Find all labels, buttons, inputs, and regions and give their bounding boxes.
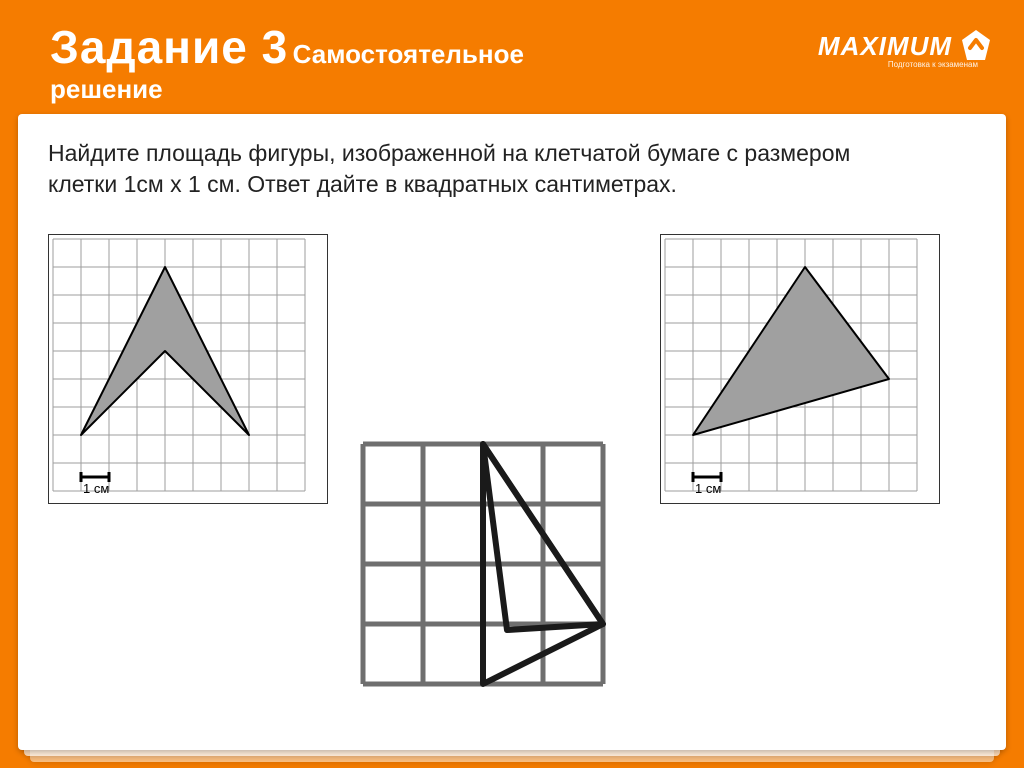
logo-tagline: Подготовка к экзаменам bbox=[888, 60, 978, 69]
title-line2: решение bbox=[50, 74, 524, 105]
task-prompt: Найдите площадь фигуры, изображенной на … bbox=[48, 138, 888, 200]
svg-text:1 см: 1 см bbox=[83, 481, 109, 496]
logo-text: MAXIMUM bbox=[818, 31, 952, 62]
figure-triangle: 1 см bbox=[660, 234, 940, 504]
brand-logo: MAXIMUM bbox=[818, 28, 994, 64]
title-main: Задание 3 bbox=[50, 21, 288, 73]
figures-area: 1 см 1 см bbox=[48, 234, 978, 714]
pentagon-arrow-icon bbox=[958, 28, 994, 64]
figure-arrow: 1 см bbox=[48, 234, 328, 504]
slide-heading: Задание 3 Самостоятельное решение bbox=[50, 20, 524, 105]
figure-thin-triangle bbox=[353, 434, 613, 694]
title-sub: Самостоятельное bbox=[293, 39, 524, 69]
svg-text:1 см: 1 см bbox=[695, 481, 721, 496]
